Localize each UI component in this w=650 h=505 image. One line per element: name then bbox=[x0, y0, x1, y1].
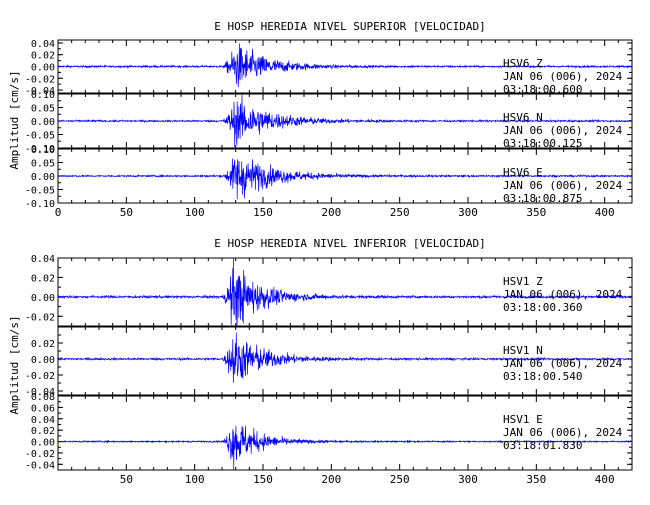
y-tick-label: 0.00 bbox=[31, 172, 55, 183]
station-info-line: HSV6 N bbox=[503, 111, 543, 124]
y-tick-label: 0.04 bbox=[31, 39, 55, 50]
y-tick-label: 0.02 bbox=[31, 51, 55, 62]
y-tick-label: -0.02 bbox=[25, 74, 55, 85]
station-info-line: JAN 06 (006), 2024 bbox=[503, 179, 623, 192]
y-tick-label: 0.05 bbox=[31, 104, 55, 115]
x-tick-label: 100 bbox=[185, 473, 205, 486]
chart-title: E HOSP HEREDIA NIVEL SUPERIOR [VELOCIDAD… bbox=[214, 20, 486, 33]
waveform-trace bbox=[58, 425, 633, 471]
station-info-line: 03:18:00.360 bbox=[503, 301, 582, 314]
station-info-line: HSV1 E bbox=[503, 413, 543, 426]
y-tick-label: 0.00 bbox=[31, 293, 55, 304]
x-tick-label: 200 bbox=[321, 206, 341, 219]
station-info-line: HSV6 Z bbox=[503, 57, 543, 70]
y-tick-label: 0.00 bbox=[31, 63, 55, 74]
x-tick-label: 0 bbox=[55, 206, 62, 219]
x-tick-label: 250 bbox=[390, 206, 410, 219]
y-tick-label: -0.04 bbox=[25, 460, 55, 471]
y-tick-label: 0.04 bbox=[31, 415, 55, 426]
y-tick-label: 0.10 bbox=[31, 90, 55, 101]
y-tick-label: 0.08 bbox=[31, 392, 55, 403]
station-info-line: JAN 06 (006), 2024 bbox=[503, 288, 623, 301]
x-tick-label: 300 bbox=[458, 206, 478, 219]
x-tick-label: 100 bbox=[185, 206, 205, 219]
x-tick-label: 150 bbox=[253, 206, 273, 219]
y-tick-label: 0.02 bbox=[31, 426, 55, 437]
y-tick-label: -0.05 bbox=[25, 131, 55, 142]
y-tick-label: 0.02 bbox=[31, 339, 55, 350]
y-tick-label: -0.10 bbox=[25, 199, 55, 210]
y-tick-label: -0.10 bbox=[25, 144, 55, 155]
waveform-trace bbox=[57, 258, 633, 327]
y-tick-label: -0.02 bbox=[25, 371, 55, 382]
station-info-line: 03:18:00.540 bbox=[503, 370, 582, 383]
station-info-line: HSV6 E bbox=[503, 166, 543, 179]
y-tick-label: -0.02 bbox=[25, 312, 55, 323]
x-tick-label: 50 bbox=[120, 206, 133, 219]
waveform-trace bbox=[57, 158, 632, 200]
y-tick-label: -0.04 bbox=[25, 387, 55, 398]
station-info-line: JAN 06 (006), 2024 bbox=[503, 124, 623, 137]
x-tick-label: 350 bbox=[526, 206, 546, 219]
station-info-line: 03:18:01.830 bbox=[503, 439, 582, 452]
station-info-line: 03:18:00.125 bbox=[503, 137, 582, 150]
y-axis-label: Amplitud [cm/s] bbox=[8, 315, 21, 414]
station-info-line: 03:18:00.875 bbox=[503, 192, 582, 205]
station-info-line: JAN 06 (006), 2024 bbox=[503, 357, 623, 370]
station-info-line: HSV1 N bbox=[503, 344, 543, 357]
x-tick-label: 400 bbox=[595, 206, 615, 219]
y-tick-label: -0.02 bbox=[25, 449, 55, 460]
station-info-line: JAN 06 (006), 2024 bbox=[503, 426, 623, 439]
x-tick-label: 150 bbox=[253, 473, 273, 486]
x-tick-label: 50 bbox=[120, 473, 133, 486]
y-tick-label: 0.00 bbox=[31, 117, 55, 128]
y-tick-label: -0.05 bbox=[25, 186, 55, 197]
x-tick-label: 400 bbox=[595, 473, 615, 486]
x-tick-label: 200 bbox=[321, 473, 341, 486]
x-tick-label: 350 bbox=[526, 473, 546, 486]
y-tick-label: 0.05 bbox=[31, 159, 55, 170]
station-info-line: JAN 06 (006), 2024 bbox=[503, 70, 623, 83]
chart-title: E HOSP HEREDIA NIVEL INFERIOR [VELOCIDAD… bbox=[214, 237, 486, 250]
y-tick-label: 0.10 bbox=[31, 145, 55, 156]
station-info-line: HSV1 Z bbox=[503, 275, 543, 288]
x-tick-label: 300 bbox=[458, 473, 478, 486]
y-tick-label: 0.00 bbox=[31, 355, 55, 366]
x-tick-label: 250 bbox=[390, 473, 410, 486]
y-tick-label: 0.02 bbox=[31, 273, 55, 284]
waveform-trace bbox=[57, 332, 633, 383]
waveform-trace bbox=[57, 93, 633, 147]
y-tick-label: 0.06 bbox=[31, 403, 55, 414]
y-tick-label: -0.04 bbox=[25, 86, 55, 97]
y-axis-label: Amplitud [cm/s] bbox=[8, 70, 21, 169]
y-tick-label: 0.00 bbox=[31, 438, 55, 449]
waveform-trace bbox=[57, 43, 633, 88]
station-info-line: 03:18:00.600 bbox=[503, 83, 582, 96]
y-tick-label: 0.04 bbox=[31, 254, 55, 265]
